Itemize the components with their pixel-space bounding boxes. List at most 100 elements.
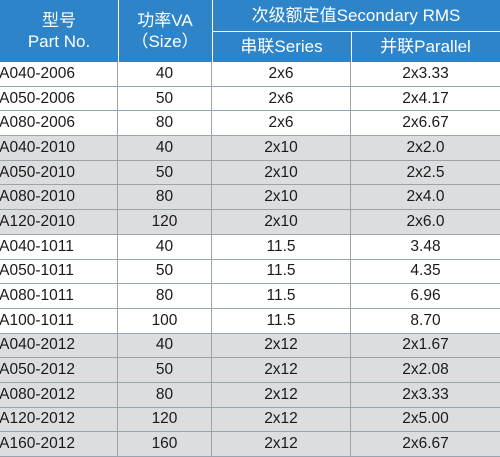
parallel-cell-text: 6.96 — [410, 287, 441, 305]
power-cell-text: 100 — [151, 311, 178, 329]
series-cell-text: 11.5 — [266, 287, 296, 305]
power-cell: 40 — [118, 136, 212, 160]
header-part-cn: 型号 — [42, 11, 76, 30]
parallel-cell-text: 2x3.33 — [402, 385, 449, 403]
power-cell: 80 — [118, 284, 212, 308]
power-cell: 80 — [118, 111, 212, 136]
header-divider — [212, 31, 500, 32]
table-row: -A050-2006 50 2x6 2x4.17 — [0, 86, 500, 112]
parallel-cell: 2x6.67 — [351, 111, 500, 135]
part-no-cell: -A100-1011 — [0, 308, 118, 333]
part-no-cell: -A050-1011 — [0, 259, 118, 284]
power-cell-text: 50 — [155, 89, 174, 107]
part-no-cell-text: -A040-2012 — [0, 336, 76, 354]
table-row: -A080-2012 80 2x12 2x3.33 — [0, 382, 500, 408]
part-no-cell-text: -A160-2012 — [0, 435, 76, 453]
header-power-en: （Size） — [131, 32, 199, 51]
power-cell: 50 — [118, 86, 212, 111]
series-cell: 2x12 — [212, 382, 351, 407]
series-cell: 2x12 — [212, 333, 351, 358]
parallel-cell-text: 2x6.67 — [402, 114, 449, 132]
parallel-cell-text: 2x1.67 — [402, 336, 449, 354]
series-cell: 2x10 — [212, 210, 351, 234]
part-no-cell: -A050-2010 — [0, 160, 118, 185]
header-power: 功率VA （Size） — [118, 0, 212, 62]
power-cell-text: 40 — [155, 336, 174, 354]
part-no-cell-text: -A040-2010 — [0, 138, 76, 156]
series-cell-text: 11.5 — [266, 237, 296, 255]
power-cell: 160 — [118, 432, 212, 456]
header-divider — [118, 0, 119, 62]
part-no-cell-text: -A080-1011 — [0, 287, 74, 305]
part-no-cell: -A120-2010 — [0, 210, 118, 234]
power-cell-text: 80 — [155, 114, 174, 132]
power-cell: 80 — [118, 382, 212, 407]
power-cell-text: 40 — [155, 237, 174, 255]
series-cell-text: 2x10 — [264, 188, 298, 206]
parallel-cell-text: 2x2.5 — [406, 163, 445, 181]
parallel-cell: 2x3.33 — [351, 62, 500, 86]
table-row: -A080-2010 80 2x10 2x4.0 — [0, 185, 500, 211]
header-series: 串联Series — [240, 37, 323, 56]
header-part-no: 型号 Part No. — [0, 0, 118, 62]
series-cell-text: 2x6 — [268, 64, 294, 82]
part-no-cell-text: -A120-2012 — [0, 410, 76, 428]
parallel-cell-text: 3.48 — [410, 237, 441, 255]
power-cell: 120 — [118, 210, 212, 234]
part-no-cell-text: -A050-2012 — [0, 361, 76, 379]
power-cell: 100 — [118, 308, 212, 333]
parallel-cell: 2x3.33 — [351, 383, 500, 407]
parallel-cell: 4.35 — [351, 260, 500, 284]
series-cell: 11.5 — [212, 234, 351, 259]
power-cell-text: 80 — [155, 287, 174, 305]
table-header: 型号 Part No. 功率VA （Size） 次级额定值Secondary R… — [0, 0, 500, 62]
part-no-cell-text: -A080-2010 — [0, 188, 76, 206]
power-cell: 50 — [118, 160, 212, 185]
power-cell-text: 50 — [155, 361, 174, 379]
header-parallel: 并联Parallel — [380, 37, 471, 56]
part-no-cell: -A050-2012 — [0, 358, 118, 382]
part-no-cell: -A080-2010 — [0, 185, 118, 210]
parallel-cell: 8.70 — [351, 309, 500, 333]
table-row: -A040-2012 40 2x12 2x1.67 — [0, 333, 500, 359]
part-no-cell-text: -A040-2006 — [0, 64, 76, 82]
header-secondary-rms: 次级额定值Secondary RMS — [251, 6, 461, 25]
series-cell-text: 11.5 — [266, 262, 296, 280]
series-cell-text: 2x10 — [264, 163, 298, 181]
power-cell-text: 80 — [155, 188, 174, 206]
table-row: -A050-2012 50 2x12 2x2.08 — [0, 358, 500, 383]
table-row: -A040-2010 40 2x10 2x2.0 — [0, 136, 500, 161]
table-row: -A040-1011 40 11.5 3.48 — [0, 234, 500, 260]
power-cell: 50 — [118, 259, 212, 284]
table-row: -A080-2006 80 2x6 2x6.67 — [0, 111, 500, 137]
header-part-en: Part No. — [27, 32, 91, 51]
power-cell-text: 50 — [155, 163, 174, 181]
series-cell: 11.5 — [212, 308, 351, 333]
power-cell-text: 40 — [155, 138, 174, 156]
part-no-cell: -A080-2006 — [0, 111, 118, 136]
power-cell: 120 — [118, 407, 212, 432]
part-no-cell-text: -A080-2012 — [0, 385, 76, 403]
power-cell: 50 — [118, 358, 212, 382]
part-no-cell: -A050-2006 — [0, 86, 118, 111]
parallel-cell: 2x2.0 — [351, 136, 500, 160]
series-cell-text: 2x10 — [264, 212, 298, 230]
part-no-cell-text: -A050-1011 — [0, 262, 74, 280]
part-no-cell: -A120-2012 — [0, 407, 118, 432]
part-no-cell: -A080-1011 — [0, 284, 118, 308]
power-cell-text: 40 — [155, 64, 174, 82]
series-cell-text: 2x12 — [264, 336, 298, 354]
power-cell-text: 160 — [151, 435, 178, 453]
series-cell-text: 2x6 — [268, 114, 294, 132]
parallel-cell-text: 2x2.08 — [402, 361, 449, 379]
part-no-cell-text: -A080-2006 — [0, 114, 76, 132]
series-cell: 2x6 — [212, 111, 351, 136]
table-row: -A120-2012 120 2x12 2x5.00 — [0, 407, 500, 433]
parallel-cell-text: 2x5.00 — [402, 410, 449, 428]
parallel-cell: 2x5.00 — [351, 408, 500, 432]
series-cell: 2x12 — [212, 358, 351, 382]
series-cell: 2x10 — [212, 185, 351, 210]
parallel-cell: 3.48 — [351, 235, 500, 259]
table-row: -A100-1011 100 11.5 8.70 — [0, 308, 500, 334]
parallel-cell: 2x6.67 — [351, 432, 500, 456]
